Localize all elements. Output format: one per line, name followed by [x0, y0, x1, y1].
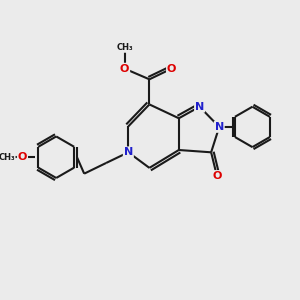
Text: O: O [120, 64, 129, 74]
Text: CH₃: CH₃ [116, 43, 133, 52]
Text: CH₃: CH₃ [0, 153, 15, 162]
Text: O: O [167, 64, 176, 74]
Text: O: O [18, 152, 27, 162]
Text: N: N [124, 147, 133, 157]
Text: N: N [195, 102, 204, 112]
Text: O: O [212, 171, 222, 181]
Text: N: N [214, 122, 224, 132]
